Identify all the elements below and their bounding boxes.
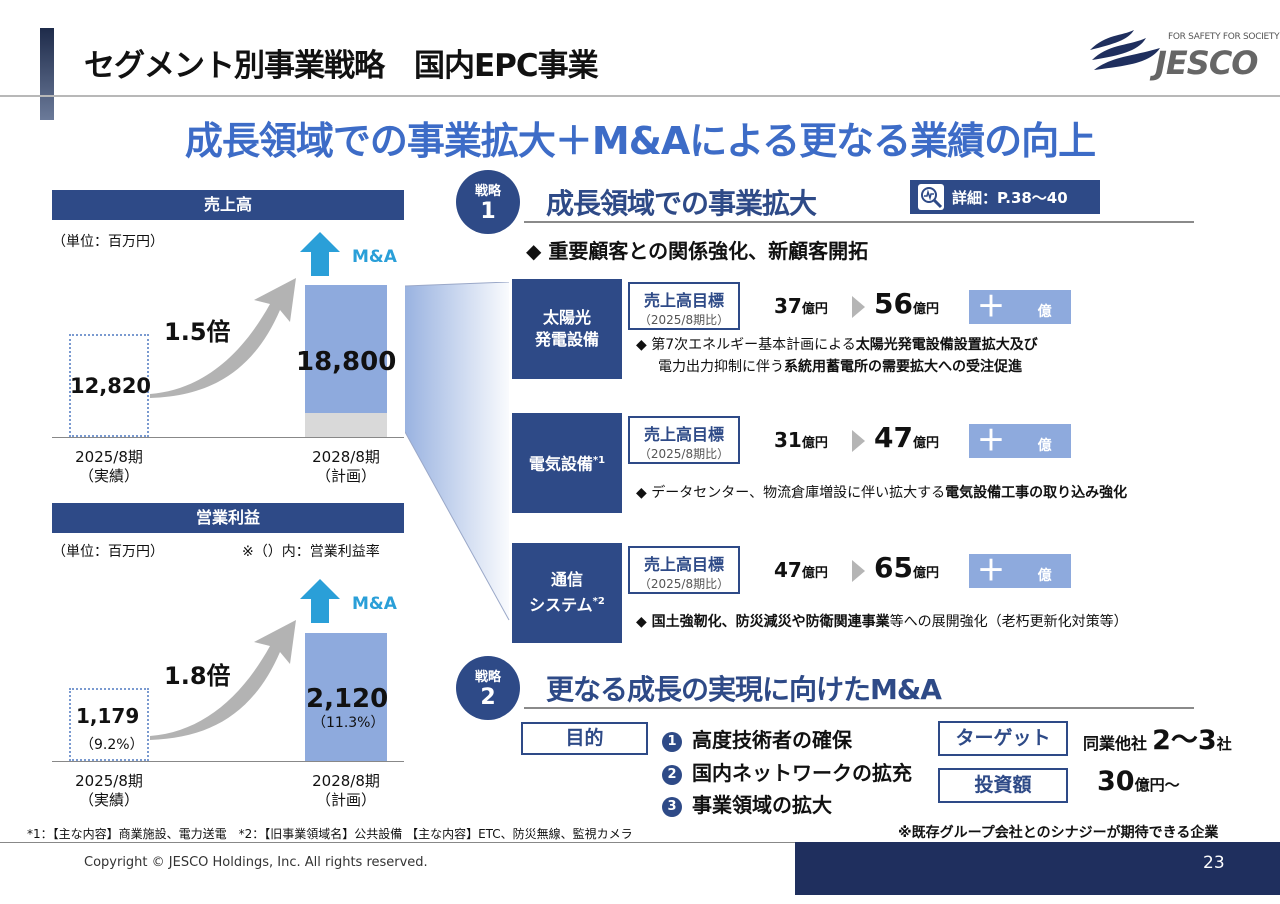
growth-arrow-icon: [150, 278, 296, 398]
growth-arrow-icon: [150, 620, 296, 740]
segment-electrical-to: 47億円: [874, 421, 939, 454]
strategy-1-subtitle: ◆ 重要顧客との関係強化、新顧客開拓: [526, 239, 869, 263]
detail-link-label: 詳細：P.38〜40: [952, 188, 1068, 207]
zoom-connector: [405, 282, 510, 621]
target-value: 同業他社 2〜3社: [1083, 725, 1232, 756]
footer-block: [795, 842, 1280, 895]
segment-electrical-delta: ＋16 億円: [969, 424, 1071, 491]
sales-panel-title: 売上高: [52, 190, 404, 220]
investment-label: 投資額: [938, 768, 1068, 803]
sales-unit: （単位：百万円）: [52, 234, 164, 250]
segment-solar-bullet: ◆ 第7次エネルギー基本計画による太陽光発電設備設置拡大及び 電力出力抑制に伴う…: [636, 337, 1038, 375]
profit-plan-value: 2,120: [306, 684, 389, 714]
segment-communication-to: 65億円: [874, 551, 939, 584]
segment-solar-label: 太陽光 発電設備: [512, 279, 622, 379]
profit-right-period: 2028/8期 （計画）: [312, 772, 380, 809]
ma-purpose-item-3: 3 事業領域の拡大: [662, 789, 832, 818]
arrow-right-icon: [852, 430, 865, 452]
segment-solar-delta: ＋19 億円: [969, 290, 1071, 357]
sales-plan-bar-ma: [305, 413, 387, 437]
ma-purpose-item-1: 1 高度技術者の確保: [662, 724, 852, 753]
segment-electrical-from: 31億円: [774, 428, 828, 452]
segment-communication-delta: ＋18 億円: [969, 554, 1071, 621]
number-3-icon: 3: [662, 797, 682, 817]
segment-communication-target-box: 売上高目標 （2025/8期比）: [628, 546, 740, 594]
profit-unit: （単位：百万円）: [52, 544, 164, 560]
strategy-1-title: 成長領域での事業拡大: [546, 187, 817, 220]
sales-left-period: 2025/8期 （実績）: [75, 448, 143, 485]
sales-ma-label: M&A: [352, 247, 397, 267]
headline: 成長領域での事業拡大＋M&Aによる更なる業績の向上: [184, 119, 1096, 163]
arrow-right-icon: [852, 560, 865, 582]
target-label: ターゲット: [938, 721, 1068, 756]
strategy-1-rule: [524, 221, 1194, 223]
segment-electrical-bullet: ◆ データセンター、物流倉庫増設に伴い拡大する電気設備工事の取り込み強化: [636, 485, 1128, 501]
synergy-note: ※既存グループ会社とのシナジーが期待できる企業: [898, 825, 1219, 841]
profit-actual-rate: （9.2%）: [80, 737, 144, 753]
title-accent-bar: [40, 28, 54, 120]
number-2-icon: 2: [662, 765, 682, 785]
segment-electrical-label: 電気設備*1: [512, 413, 622, 513]
ma-purpose-item-2: 2 国内ネットワークの拡充: [662, 757, 912, 786]
segment-solar-target-box: 売上高目標 （2025/8期比）: [628, 282, 740, 330]
strategy-1-badge: 戦略 1: [456, 170, 520, 234]
header-divider: [0, 95, 1280, 97]
segment-communication-label: 通信 システム*2: [512, 543, 622, 643]
sales-plan-value: 18,800: [296, 347, 397, 377]
jesco-logo-icon: [1090, 30, 1160, 70]
profit-plan-bar: [305, 633, 387, 761]
profit-baseline: [52, 761, 404, 762]
sales-multiplier: 1.5倍: [164, 318, 231, 346]
segment-communication-from: 47億円: [774, 558, 828, 582]
number-1-icon: 1: [662, 732, 682, 752]
sales-right-period: 2028/8期 （計画）: [312, 448, 380, 485]
strategy-2-badge: 戦略 2: [456, 656, 520, 720]
profit-left-period: 2025/8期 （実績）: [75, 772, 143, 809]
sales-baseline: [52, 437, 404, 438]
profit-actual-value: 1,179: [76, 704, 140, 728]
profit-multiplier: 1.8倍: [164, 662, 231, 690]
investment-value: 30億円〜: [1097, 766, 1180, 797]
detail-link[interactable]: 詳細：P.38〜40: [910, 180, 1100, 214]
purpose-label: 目的: [521, 722, 648, 755]
sales-actual-value: 12,820: [70, 374, 152, 398]
segment-communication-bullet: ◆ 国土強靭化、防災減災や防衛関連事業等への展開強化（老朽更新化対策等）: [636, 614, 1128, 630]
ma-up-arrow-icon: [300, 232, 340, 276]
profit-panel-title: 営業利益: [52, 503, 404, 533]
logo-text: JESCO: [1155, 44, 1258, 82]
profit-ma-label: M&A: [352, 594, 397, 614]
copyright: Copyright © JESCO Holdings, Inc. All rig…: [84, 855, 428, 870]
logo-tagline: FOR SAFETY FOR SOCIETY: [1168, 32, 1280, 42]
profit-plan-rate: （11.3%）: [312, 715, 385, 731]
page-number: 23: [1203, 853, 1225, 873]
strategy-2-rule: [524, 707, 1194, 709]
segment-solar-from: 37億円: [774, 294, 828, 318]
strategy-2-title: 更なる成長の実現に向けたM&A: [546, 673, 942, 706]
magnifier-chart-icon: [918, 184, 944, 210]
profit-note: ※（）内：営業利益率: [242, 544, 380, 560]
sales-plan-bar: [305, 285, 387, 413]
arrow-right-icon: [852, 296, 865, 318]
footer-divider: [0, 842, 1280, 843]
ma-up-arrow-icon: [300, 579, 340, 623]
segment-electrical-target-box: 売上高目標 （2025/8期比）: [628, 416, 740, 464]
page-title: セグメント別事業戦略 国内EPC事業: [84, 48, 599, 84]
segment-solar-to: 56億円: [874, 287, 939, 320]
profit-actual-bar: [69, 688, 149, 761]
sales-actual-bar: [69, 334, 149, 437]
footnote: *1：【主な内容】商業施設、電力送電 *2：【旧事業領域名】公共設備 【主な内容…: [27, 827, 633, 841]
